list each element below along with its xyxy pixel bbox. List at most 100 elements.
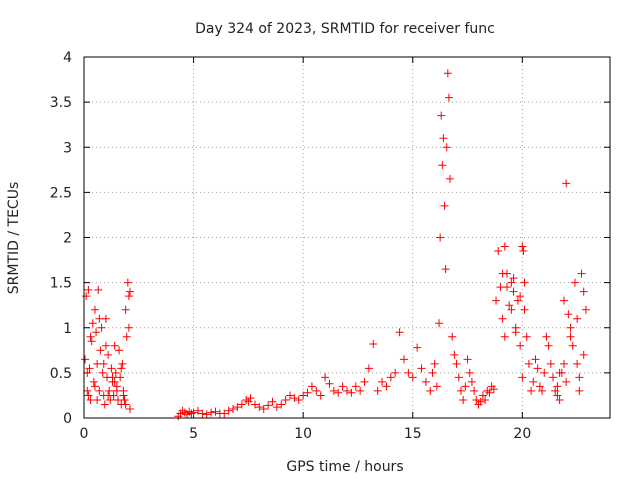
data-point-marker <box>86 332 95 341</box>
data-point-marker <box>546 359 555 368</box>
y-tick-label: 1 <box>63 321 72 337</box>
data-point-marker <box>531 355 540 364</box>
data-point-marker <box>88 319 97 328</box>
data-point-marker <box>118 359 127 368</box>
data-point-marker <box>472 395 481 404</box>
data-point-marker <box>93 395 102 404</box>
data-point-marker <box>559 296 568 305</box>
data-point-marker <box>259 404 268 413</box>
data-point-marker <box>343 386 351 395</box>
data-point-marker <box>351 382 360 391</box>
data-point-marker <box>564 310 573 319</box>
data-point-marker <box>290 394 299 403</box>
data-point-marker <box>527 386 536 395</box>
data-point-marker <box>440 201 449 210</box>
data-point-marker <box>518 373 527 382</box>
data-point-marker <box>573 314 582 323</box>
data-point-marker <box>540 368 549 377</box>
data-point-marker <box>444 93 453 102</box>
data-point-marker <box>281 395 290 404</box>
data-point-marker <box>87 337 96 346</box>
data-point-marker <box>96 346 105 355</box>
data-point-marker <box>519 247 528 256</box>
data-point-marker <box>268 397 277 406</box>
data-point-marker <box>338 382 347 391</box>
data-point-marker <box>121 400 130 409</box>
data-point-marker <box>399 355 408 364</box>
data-point-marker <box>220 409 229 418</box>
data-point-marker <box>386 373 395 382</box>
data-point-marker <box>233 403 242 412</box>
data-point-marker <box>529 377 538 386</box>
data-point-marker <box>111 368 120 377</box>
data-point-marker <box>476 397 485 406</box>
data-point-marker <box>430 359 439 368</box>
data-point-marker <box>294 395 303 404</box>
data-point-marker <box>500 242 509 251</box>
data-point-marker <box>566 323 575 332</box>
data-point-marker <box>448 332 457 341</box>
data-point-marker <box>562 179 571 188</box>
data-point-marker <box>264 401 273 410</box>
data-point-marker <box>505 301 514 310</box>
data-point-marker <box>224 406 233 415</box>
data-point-marker <box>509 287 518 296</box>
data-point-marker <box>513 296 522 305</box>
data-point-marker <box>575 386 584 395</box>
data-point-marker <box>250 400 259 409</box>
data-point-marker <box>575 373 584 382</box>
data-point-marker <box>369 339 378 348</box>
data-point-marker <box>465 368 474 377</box>
data-point-marker <box>577 269 586 278</box>
data-point-marker <box>334 388 343 397</box>
data-point-marker <box>555 395 564 404</box>
data-point-marker <box>522 332 531 341</box>
data-point-marker <box>242 395 251 404</box>
data-point-marker <box>500 332 509 341</box>
data-point-marker <box>89 377 98 386</box>
data-point-marker <box>104 391 113 400</box>
y-tick-label: 2 <box>63 231 72 247</box>
chart-title: Day 324 of 2023, SRMTID for receiver fun… <box>195 21 495 37</box>
data-point-marker <box>452 359 461 368</box>
data-point-marker <box>356 386 365 395</box>
x-tick-label: 0 <box>80 426 89 442</box>
data-point-marker <box>373 386 382 395</box>
data-point-marker <box>84 285 93 294</box>
data-point-marker <box>573 359 582 368</box>
data-point-marker <box>538 386 547 395</box>
data-point-marker <box>520 278 529 287</box>
data-point-marker <box>312 386 321 395</box>
data-point-marker <box>511 328 520 337</box>
data-point-marker <box>549 373 558 382</box>
data-point-marker <box>347 388 356 397</box>
data-point-marker <box>502 283 511 292</box>
data-point-marker <box>329 386 338 395</box>
data-point-marker <box>507 278 516 287</box>
data-point-marker <box>207 408 216 417</box>
data-point-marker <box>544 341 553 350</box>
data-point-marker <box>117 364 126 373</box>
data-point-marker <box>246 394 255 403</box>
data-point-marker <box>436 233 445 242</box>
data-point-marker <box>461 382 470 391</box>
data-point-marker <box>122 332 131 341</box>
y-tick-label: 1.5 <box>50 276 72 292</box>
data-point-marker <box>110 341 119 350</box>
data-point-marker <box>432 382 441 391</box>
data-point-marker <box>105 386 114 395</box>
data-point-marker <box>467 377 476 386</box>
data-point-marker <box>202 410 211 419</box>
data-point-marker <box>413 343 422 352</box>
data-point-marker <box>237 400 246 409</box>
data-point-marker <box>439 134 448 143</box>
data-markers <box>81 69 590 421</box>
data-point-marker <box>481 395 490 404</box>
data-point-marker <box>524 359 533 368</box>
data-point-marker <box>112 386 121 395</box>
data-point-marker <box>559 359 568 368</box>
x-tick-label: 10 <box>294 426 312 442</box>
data-point-marker <box>421 377 430 386</box>
data-point-marker <box>321 373 330 382</box>
y-tick-label: 3 <box>63 140 72 156</box>
